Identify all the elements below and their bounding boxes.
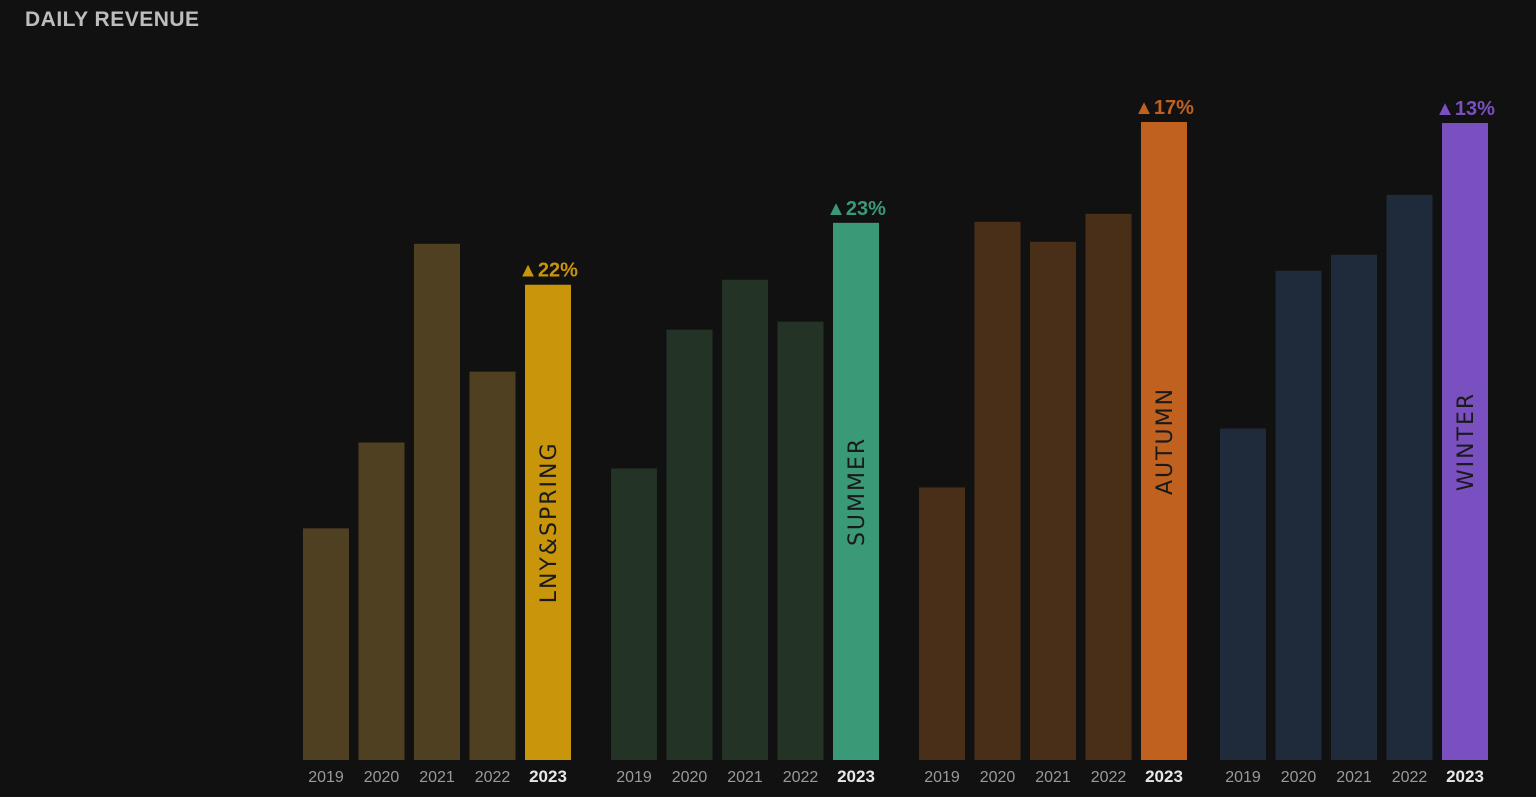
change-label: ▲13%: [1435, 98, 1495, 120]
chart-title: DAILY REVENUE: [25, 8, 200, 31]
bar-2022: [1085, 213, 1132, 761]
bar-2021: [1331, 254, 1377, 760]
bar-2023: [833, 222, 879, 760]
x-tick-label: 2022: [1392, 769, 1428, 786]
series-label: SUMMER: [845, 437, 870, 546]
bar-2022: [469, 371, 516, 760]
bar-2019: [1220, 428, 1266, 760]
change-label: ▲22%: [518, 260, 578, 282]
x-tick-label: 2023: [1446, 767, 1484, 786]
bar-2020: [1275, 270, 1322, 760]
bar-2020: [974, 221, 1021, 761]
x-tick-label: 2020: [1281, 769, 1317, 786]
series-label: WINTER: [1454, 392, 1479, 491]
bar-2023: [1141, 121, 1187, 761]
bar-2022: [1386, 194, 1433, 760]
x-tick-label: 2021: [419, 769, 455, 786]
x-tick-label: 2023: [837, 767, 875, 786]
bar-2019: [303, 528, 349, 760]
bar-2022: [777, 321, 824, 760]
change-label: ▲17%: [1134, 97, 1194, 119]
bar-2023: [525, 284, 571, 760]
bar-2019: [919, 487, 965, 760]
x-tick-label: 2020: [980, 769, 1016, 786]
bar-2021: [722, 279, 768, 760]
x-tick-label: 2020: [672, 769, 708, 786]
bar-2020: [358, 442, 405, 760]
x-tick-label: 2019: [1225, 769, 1261, 786]
series-label: AUTUMN: [1153, 387, 1178, 495]
x-tick-label: 2021: [1035, 769, 1071, 786]
bar-2021: [414, 243, 460, 761]
x-tick-label: 2019: [616, 769, 652, 786]
bar-2023: [1442, 122, 1488, 760]
x-tick-label: 2021: [1336, 769, 1372, 786]
series-label: LNY&SPRING: [537, 441, 562, 603]
x-tick-label: 2020: [364, 769, 400, 786]
x-tick-label: 2019: [924, 769, 960, 786]
x-tick-label: 2021: [727, 769, 763, 786]
change-label: ▲23%: [826, 198, 886, 220]
x-tick-label: 2019: [308, 769, 344, 786]
bar-2021: [1030, 241, 1076, 761]
x-tick-label: 2022: [783, 769, 819, 786]
bar-2020: [666, 329, 713, 760]
x-tick-label: 2023: [1145, 767, 1183, 786]
x-tick-label: 2022: [1091, 769, 1127, 786]
x-tick-label: 2022: [475, 769, 511, 786]
bar-2019: [611, 468, 657, 760]
x-tick-label: 2023: [529, 767, 567, 786]
